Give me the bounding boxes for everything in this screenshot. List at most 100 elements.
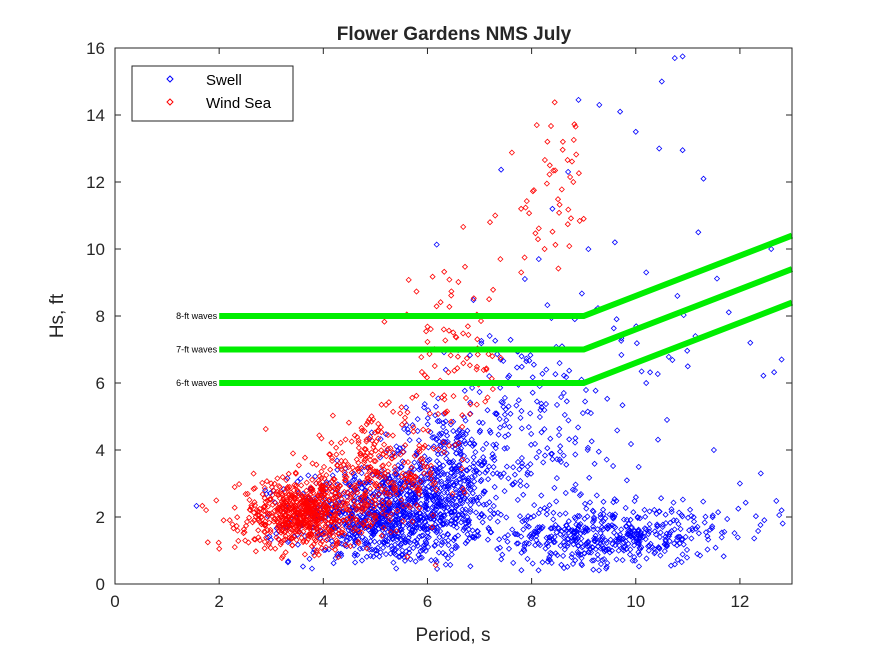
windsea-point xyxy=(234,514,241,521)
windsea-point xyxy=(307,484,314,491)
windsea-point xyxy=(339,526,346,533)
windsea-point xyxy=(278,554,285,562)
swell-point xyxy=(545,543,552,550)
swell-point xyxy=(679,513,686,520)
windsea-point xyxy=(355,468,362,475)
swell-point xyxy=(430,484,437,491)
swell-point xyxy=(498,166,505,173)
swell-point xyxy=(389,535,396,542)
swell-point xyxy=(456,494,463,501)
windsea-point xyxy=(413,502,420,509)
swell-point xyxy=(495,431,502,438)
swell-point xyxy=(452,486,459,493)
swell-point xyxy=(357,512,364,519)
windsea-point xyxy=(371,514,378,521)
swell-point xyxy=(677,533,684,540)
swell-point xyxy=(500,403,507,410)
windsea-point xyxy=(477,317,485,325)
windsea-point xyxy=(321,514,328,521)
swell-point xyxy=(544,445,551,452)
swell-point xyxy=(294,541,301,548)
swell-point xyxy=(590,566,597,573)
windsea-point xyxy=(277,511,284,518)
windsea-point xyxy=(306,523,313,530)
swell-point xyxy=(635,549,642,556)
swell-point xyxy=(453,466,460,473)
swell-point xyxy=(458,457,465,464)
windsea-point xyxy=(440,326,447,333)
swell-point xyxy=(440,410,447,417)
windsea-point xyxy=(567,215,575,222)
windsea-point xyxy=(328,518,335,525)
windsea-point xyxy=(551,99,558,106)
swell-point xyxy=(689,525,696,532)
swell-point xyxy=(438,515,445,522)
windsea-point xyxy=(518,205,525,212)
windsea-point xyxy=(255,517,262,524)
swell-point xyxy=(651,506,658,513)
swell-point xyxy=(581,515,588,522)
threshold-label-8ft: 8-ft waves xyxy=(176,311,218,321)
windsea-point xyxy=(415,486,422,493)
swell-point xyxy=(425,534,432,541)
swell-point xyxy=(528,535,535,542)
legend: Swell Wind Sea xyxy=(131,65,294,122)
swell-point xyxy=(349,477,357,484)
swell-point xyxy=(626,551,634,558)
windsea-point xyxy=(264,503,271,510)
windsea-point xyxy=(251,502,259,509)
swell-point xyxy=(464,538,471,545)
swell-point xyxy=(662,520,669,527)
swell-point xyxy=(646,508,653,515)
windsea-point xyxy=(298,493,306,500)
swell-point xyxy=(388,523,395,530)
windsea-point xyxy=(316,432,323,439)
windsea-point xyxy=(320,493,327,500)
swell-point xyxy=(420,515,427,522)
windsea-point xyxy=(348,469,355,476)
windsea-point xyxy=(295,462,302,469)
windsea-point xyxy=(293,536,300,543)
windsea-point xyxy=(368,413,375,420)
windsea-point xyxy=(355,540,362,547)
windsea-point xyxy=(276,484,284,491)
swell-point xyxy=(773,497,780,504)
swell-point xyxy=(373,514,380,521)
swell-point xyxy=(403,483,410,490)
swell-point xyxy=(735,505,742,512)
swell-point xyxy=(586,499,594,506)
windsea-point xyxy=(355,444,362,451)
swell-point xyxy=(597,530,604,537)
swell-point xyxy=(615,547,622,554)
windsea-point xyxy=(427,462,435,469)
swell-point xyxy=(496,536,503,543)
windsea-point xyxy=(260,507,267,515)
swell-point xyxy=(431,524,438,531)
swell-point xyxy=(676,540,683,547)
windsea-point xyxy=(246,506,253,513)
swell-point xyxy=(437,442,444,449)
swell-point xyxy=(528,441,535,448)
swell-point xyxy=(504,532,512,539)
windsea-point xyxy=(419,455,426,462)
swell-point xyxy=(494,470,501,477)
swell-point xyxy=(523,482,530,489)
windsea-point xyxy=(389,449,397,456)
swell-point xyxy=(476,494,483,501)
swell-point xyxy=(590,508,597,515)
windsea-point xyxy=(566,243,573,250)
swell-point xyxy=(391,519,398,526)
swell-point xyxy=(391,541,399,548)
swell-point xyxy=(610,462,617,470)
windsea-point xyxy=(421,442,428,449)
swell-point xyxy=(668,506,675,513)
swell-point xyxy=(506,423,513,430)
windsea-point xyxy=(325,496,332,503)
windsea-point xyxy=(355,480,362,487)
windsea-point xyxy=(497,256,504,263)
windsea-point xyxy=(341,469,348,476)
windsea-point xyxy=(329,518,336,525)
windsea-point xyxy=(389,432,396,439)
swell-point xyxy=(572,435,579,442)
swell-point xyxy=(441,505,448,512)
